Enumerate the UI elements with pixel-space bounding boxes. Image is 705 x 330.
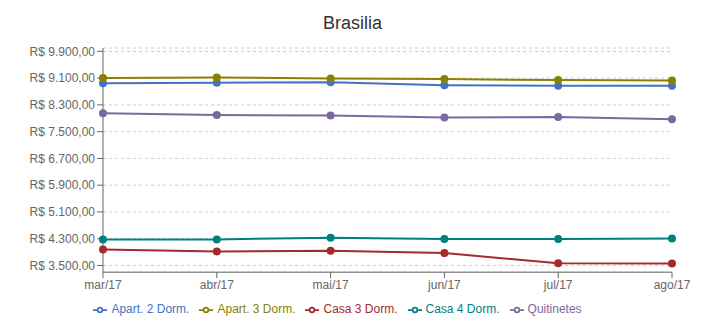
svg-text:R$ 4.300,00: R$ 4.300,00 <box>30 232 96 246</box>
svg-text:R$ 9.900,00: R$ 9.900,00 <box>30 45 96 59</box>
svg-text:abr/17: abr/17 <box>200 278 234 292</box>
svg-text:R$ 6.700,00: R$ 6.700,00 <box>30 152 96 166</box>
svg-text:mar/17: mar/17 <box>84 278 122 292</box>
html-text:Quitinetes: Quitinetes <box>527 302 582 317</box>
html-text:Apart. 3 Dorm.: Apart. 3 Dorm. <box>217 302 296 317</box>
svg-text:R$ 7.500,00: R$ 7.500,00 <box>30 125 96 139</box>
svg-text:R$ 5.900,00: R$ 5.900,00 <box>30 178 96 192</box>
svg-text:jun/17: jun/17 <box>427 278 461 292</box>
svg-text:R$ 5.100,00: R$ 5.100,00 <box>30 205 96 219</box>
svg-text:R$ 3.500,00: R$ 3.500,00 <box>30 259 96 273</box>
html-text:Brasilia: Brasilia <box>323 13 382 33</box>
svg-text:jul/17: jul/17 <box>543 278 573 292</box>
html-text:Casa 3 Dorm.: Casa 3 Dorm. <box>323 302 398 317</box>
svg-text:R$ 9.100,00: R$ 9.100,00 <box>30 71 96 85</box>
html-text:Apart. 2 Dorm.: Apart. 2 Dorm. <box>111 302 190 317</box>
svg-text:mai/17: mai/17 <box>313 278 349 292</box>
html-text:Casa 4 Dorm.: Casa 4 Dorm. <box>425 302 500 317</box>
svg-text:ago/17: ago/17 <box>654 278 691 292</box>
svg-text:R$ 8.300,00: R$ 8.300,00 <box>30 98 96 112</box>
